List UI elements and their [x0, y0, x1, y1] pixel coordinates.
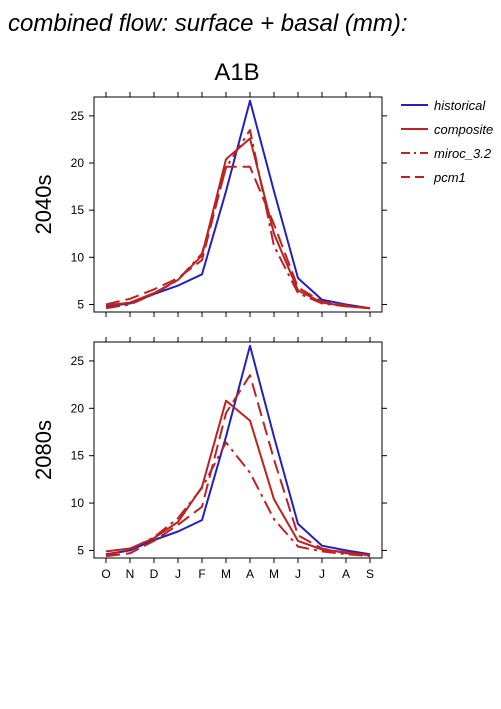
legend-entry: historical: [401, 98, 486, 113]
x-tick-label: S: [366, 567, 374, 581]
series-composite: [105, 137, 371, 310]
legend-entry: miroc_3.2: [401, 146, 492, 161]
x-tick-label: J: [295, 567, 301, 581]
series-historical: [105, 344, 371, 556]
series-historical: [105, 99, 371, 310]
x-tick-label: O: [101, 567, 110, 581]
legend: historical composite miroc_3.2 pcm1: [401, 98, 493, 185]
series-pcm1: [105, 165, 371, 310]
x-tick-label: D: [150, 567, 159, 581]
series-pcm1: [105, 374, 371, 558]
y-tick-label: 5: [77, 543, 84, 557]
x-tick-label: J: [175, 567, 181, 581]
y-tick-label: 15: [71, 203, 85, 217]
panel-label: 2080s: [31, 420, 56, 480]
x-tick-label: J: [319, 567, 325, 581]
legend-entry: pcm1: [401, 170, 466, 185]
y-tick-label: 25: [71, 354, 85, 368]
y-tick-label: 25: [71, 109, 85, 123]
y-tick-label: 10: [71, 496, 85, 510]
panel-frame: [93, 341, 383, 559]
legend-label: miroc_3.2: [434, 146, 492, 161]
series-miroc-3-2: [105, 129, 371, 310]
panel-label: 2040s: [31, 175, 56, 235]
series-composite: [105, 399, 371, 557]
legend-entry: composite: [401, 122, 493, 137]
panel-2080s: 2080s 5 10 15 20 25 O N D J F M A M J J A S: [31, 337, 387, 581]
figure-title: combined flow: surface + basal (mm):: [8, 10, 407, 37]
panel-2040s: 2040s 5 10 15 20 25: [31, 92, 387, 317]
y-tick-label: 20: [71, 156, 85, 170]
y-tick-label: 15: [71, 449, 85, 463]
legend-label: historical: [434, 98, 486, 113]
legend-label: composite: [434, 122, 493, 137]
x-tick-label: M: [221, 567, 231, 581]
y-tick-label: 10: [71, 250, 85, 264]
x-tick-label: A: [342, 567, 350, 581]
x-tick-label: A: [246, 567, 254, 581]
x-tick-label: F: [198, 567, 205, 581]
series-miroc-3-2: [105, 441, 371, 558]
x-tick-label: N: [126, 567, 135, 581]
x-tick-label: M: [269, 567, 279, 581]
scenario-title: A1B: [214, 59, 259, 86]
y-tick-label: 5: [77, 297, 84, 311]
panels: 2040s 5 10 15 20 25 2080s 5 10 15 20 25 O N D J F M A M J J A S: [31, 92, 387, 581]
panel-frame: [93, 96, 383, 313]
legend-label: pcm1: [433, 170, 466, 185]
y-tick-label: 20: [71, 401, 85, 415]
